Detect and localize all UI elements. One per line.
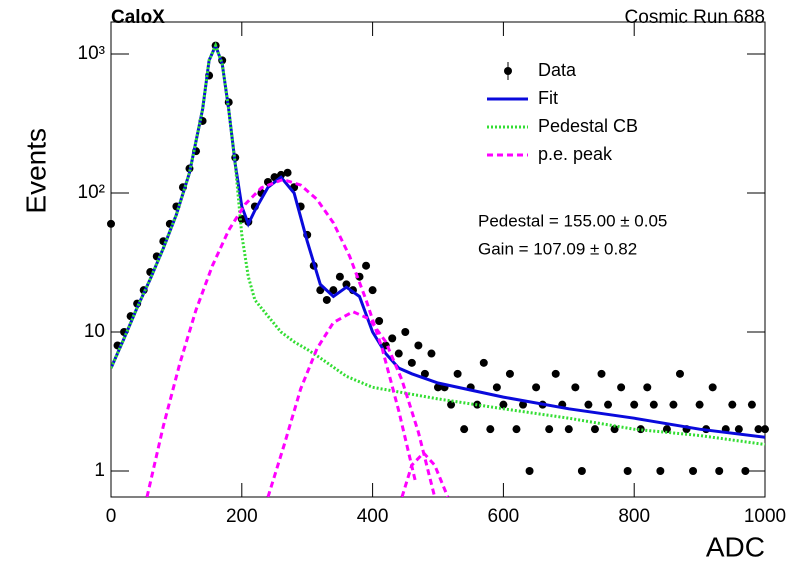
chart-title: CaloX (111, 7, 165, 28)
data-point (519, 400, 528, 409)
data-point (486, 425, 495, 434)
y-tick-label: 10 (84, 321, 105, 342)
data-point (407, 358, 416, 367)
data-point (617, 383, 626, 392)
data-point (492, 383, 501, 392)
data-point (604, 400, 613, 409)
data-point (577, 466, 586, 475)
data-point (414, 341, 423, 350)
data-point (499, 400, 508, 409)
data-point (708, 383, 717, 392)
data-point (675, 369, 684, 378)
data-point (630, 400, 639, 409)
data-point (754, 425, 763, 434)
data-point (329, 286, 338, 295)
data-point (434, 383, 442, 392)
y-tick-label: 10³ (78, 43, 105, 64)
x-tick-label: 0 (106, 506, 117, 527)
legend-label: Pedestal CB (538, 116, 638, 136)
data-point (571, 383, 580, 392)
data-point (512, 425, 521, 434)
data-point (643, 383, 652, 392)
data-point (649, 400, 658, 409)
data-point (420, 369, 429, 378)
x-tick-label: 800 (618, 506, 650, 527)
data-point (551, 369, 560, 378)
data-point (728, 400, 737, 409)
data-point (741, 466, 750, 475)
annotation: Pedestal = 155.00 ± 0.05 (478, 211, 667, 230)
fit-curve (111, 41, 765, 439)
data-point (427, 349, 436, 358)
legend-label: p.e. peak (538, 144, 613, 164)
y-tick-label: 1 (94, 460, 105, 481)
data-point (283, 168, 292, 177)
data-point (656, 466, 665, 475)
data-point (342, 280, 351, 289)
y-tick-label: 10² (78, 182, 105, 203)
x-tick-label: 1000 (744, 506, 786, 527)
data-point (394, 349, 403, 358)
fit-curve (111, 41, 765, 446)
fit-curve (266, 310, 437, 497)
data-point (545, 425, 554, 434)
annotation: Gain = 107.09 ± 0.82 (478, 239, 637, 258)
data-point (662, 425, 671, 434)
data-point (564, 425, 573, 434)
data-point (584, 400, 593, 409)
data-point (747, 400, 756, 409)
data-point (362, 261, 371, 270)
data-point (689, 466, 698, 475)
data-point (401, 328, 410, 337)
data-point (695, 400, 704, 409)
data-point (610, 425, 619, 434)
data-point (335, 272, 344, 281)
data-point (479, 358, 488, 367)
legend-label: Fit (538, 88, 558, 108)
legend-label: Data (538, 60, 577, 80)
data-point (107, 219, 115, 228)
fit-curve (400, 450, 450, 497)
data-point (669, 400, 678, 409)
data-point (453, 369, 462, 378)
data-point (532, 383, 541, 392)
data-point (525, 466, 534, 475)
x-tick-label: 600 (488, 506, 520, 527)
plot-frame (110, 21, 766, 498)
x-axis-label: ADC (706, 531, 765, 562)
x-tick-label: 200 (226, 506, 258, 527)
chart-subtitle: Cosmic Run 688 (625, 7, 765, 28)
y-axis-label: Events (20, 128, 51, 214)
data-point (590, 425, 599, 434)
data-point (623, 466, 632, 475)
data-point (375, 317, 384, 326)
data-point (734, 425, 743, 434)
data-point (368, 286, 377, 295)
fit-curve (145, 177, 417, 497)
x-tick-label: 400 (357, 506, 389, 527)
data-point (460, 425, 469, 434)
data-point (505, 369, 514, 378)
data-point (322, 295, 331, 304)
data-point (715, 466, 724, 475)
data-point (597, 369, 606, 378)
data-point (761, 425, 769, 434)
data-point (388, 334, 397, 343)
